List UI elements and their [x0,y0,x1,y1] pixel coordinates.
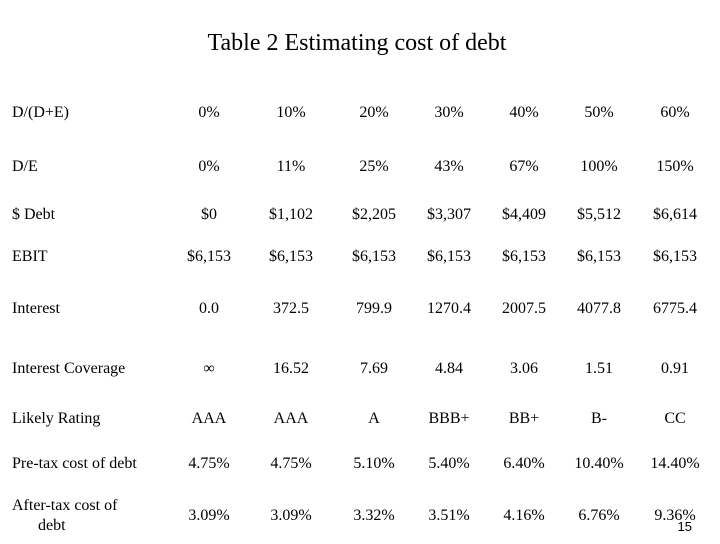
table-cell: 4.75% [270,455,312,472]
table-cell: 67% [509,158,539,175]
row-label: EBIT [12,248,48,265]
row-label-line1: After-tax cost of [12,497,118,514]
table-cell: 43% [434,158,464,175]
table-cell: 3.09% [270,507,312,524]
table-cell: 50% [584,104,614,121]
table-cell: 9.36% [654,507,696,524]
table-row: Pre-tax cost of debt 4.75% 4.75% 5.10% 5… [12,440,714,488]
table-cell: 4.75% [188,455,230,472]
table-cell: 0% [198,104,220,121]
row-label: D/E [12,158,38,175]
table-row: D/E 0% 11% 25% 43% 67% 100% 150% [12,140,714,194]
table-cell: B- [591,410,607,427]
table-cell: CC [664,410,686,427]
table-cell: 4.16% [503,507,545,524]
table-cell: BBB+ [428,410,470,427]
table-cell: 10.40% [574,455,624,472]
row-label: Interest Coverage [12,360,126,377]
table-cell: $1,102 [269,206,313,223]
page-number: 15 [677,519,692,534]
table-cell: 1270.4 [427,300,471,317]
table-cell: $6,153 [352,248,396,265]
table-cell: 20% [359,104,389,121]
table-cell: 0.91 [661,360,689,377]
table-cell: 1.51 [585,360,613,377]
table-row: Likely Rating AAA AAA A BBB+ BB+ B- CC [12,398,714,440]
table-cell: A [368,410,380,427]
table-cell: BB+ [508,410,540,427]
table-cell: 10% [276,104,306,121]
table-cell: 372.5 [273,300,309,317]
cost-of-debt-table: D/(D+E) 0% 10% 20% 30% 40% 50% 60% D/E 0… [12,86,714,544]
table-cell: 3.06 [510,360,538,377]
table-cell: 100% [580,158,618,175]
table-cell: AAA [191,410,227,427]
table-cell: 60% [660,104,690,121]
table-cell: $3,307 [427,206,471,223]
table-row: Interest Coverage ∞ 16.52 7.69 4.84 3.06… [12,340,714,398]
table-cell: 4.84 [435,360,463,377]
table-cell: $5,512 [577,206,621,223]
table-cell: 0% [198,158,220,175]
table-cell: 799.9 [356,300,392,317]
table-cell: $6,153 [187,248,231,265]
table-cell: $6,614 [653,206,697,223]
table-row: After-tax cost of debt 3.09% 3.09% 3.32%… [12,488,714,544]
table-cell: $4,409 [502,206,546,223]
table-cell: 25% [359,158,389,175]
page-title: Table 2 Estimating cost of debt [207,30,507,56]
table-row: $ Debt $0 $1,102 $2,205 $3,307 $4,409 $5… [12,194,714,236]
table-cell: 6775.4 [653,300,697,317]
table-cell: 4077.8 [577,300,621,317]
row-label: $ Debt [12,206,56,223]
row-label-line2: debt [38,517,66,534]
table-cell: $0 [201,206,217,223]
row-label: D/(D+E) [12,104,70,121]
table-cell: $6,153 [653,248,697,265]
table-cell: 5.40% [428,455,470,472]
table-row: EBIT $6,153 $6,153 $6,153 $6,153 $6,153 … [12,236,714,278]
table-cell: 30% [434,104,464,121]
table-cell: $6,153 [427,248,471,265]
table-cell: 11% [276,158,306,175]
table-cell: ∞ [203,360,215,377]
table-row: D/(D+E) 0% 10% 20% 30% 40% 50% 60% [12,86,714,140]
table-cell: 16.52 [273,360,309,377]
table-cell: 14.40% [650,455,700,472]
table-cell: 3.51% [428,507,470,524]
row-label: After-tax cost of debt [12,488,172,544]
table-cell: $2,205 [352,206,396,223]
table-cell: 3.32% [353,507,395,524]
table-cell: 6.76% [578,507,620,524]
table-cell: 0.0 [199,300,219,317]
table-cell: 2007.5 [502,300,546,317]
table-cell: $6,153 [577,248,621,265]
table-cell: 5.10% [353,455,395,472]
table-cell: 3.09% [188,507,230,524]
table-cell: 150% [656,158,694,175]
table-cell: $6,153 [269,248,313,265]
table-cell: 7.69 [360,360,388,377]
table-row: Interest 0.0 372.5 799.9 1270.4 2007.5 4… [12,278,714,340]
table-cell: AAA [273,410,309,427]
table-cell: 40% [509,104,539,121]
table-cell: 6.40% [503,455,545,472]
row-label: Interest [12,300,60,317]
row-label: Likely Rating [12,410,101,427]
row-label: Pre-tax cost of debt [12,455,137,472]
table-cell: $6,153 [502,248,546,265]
